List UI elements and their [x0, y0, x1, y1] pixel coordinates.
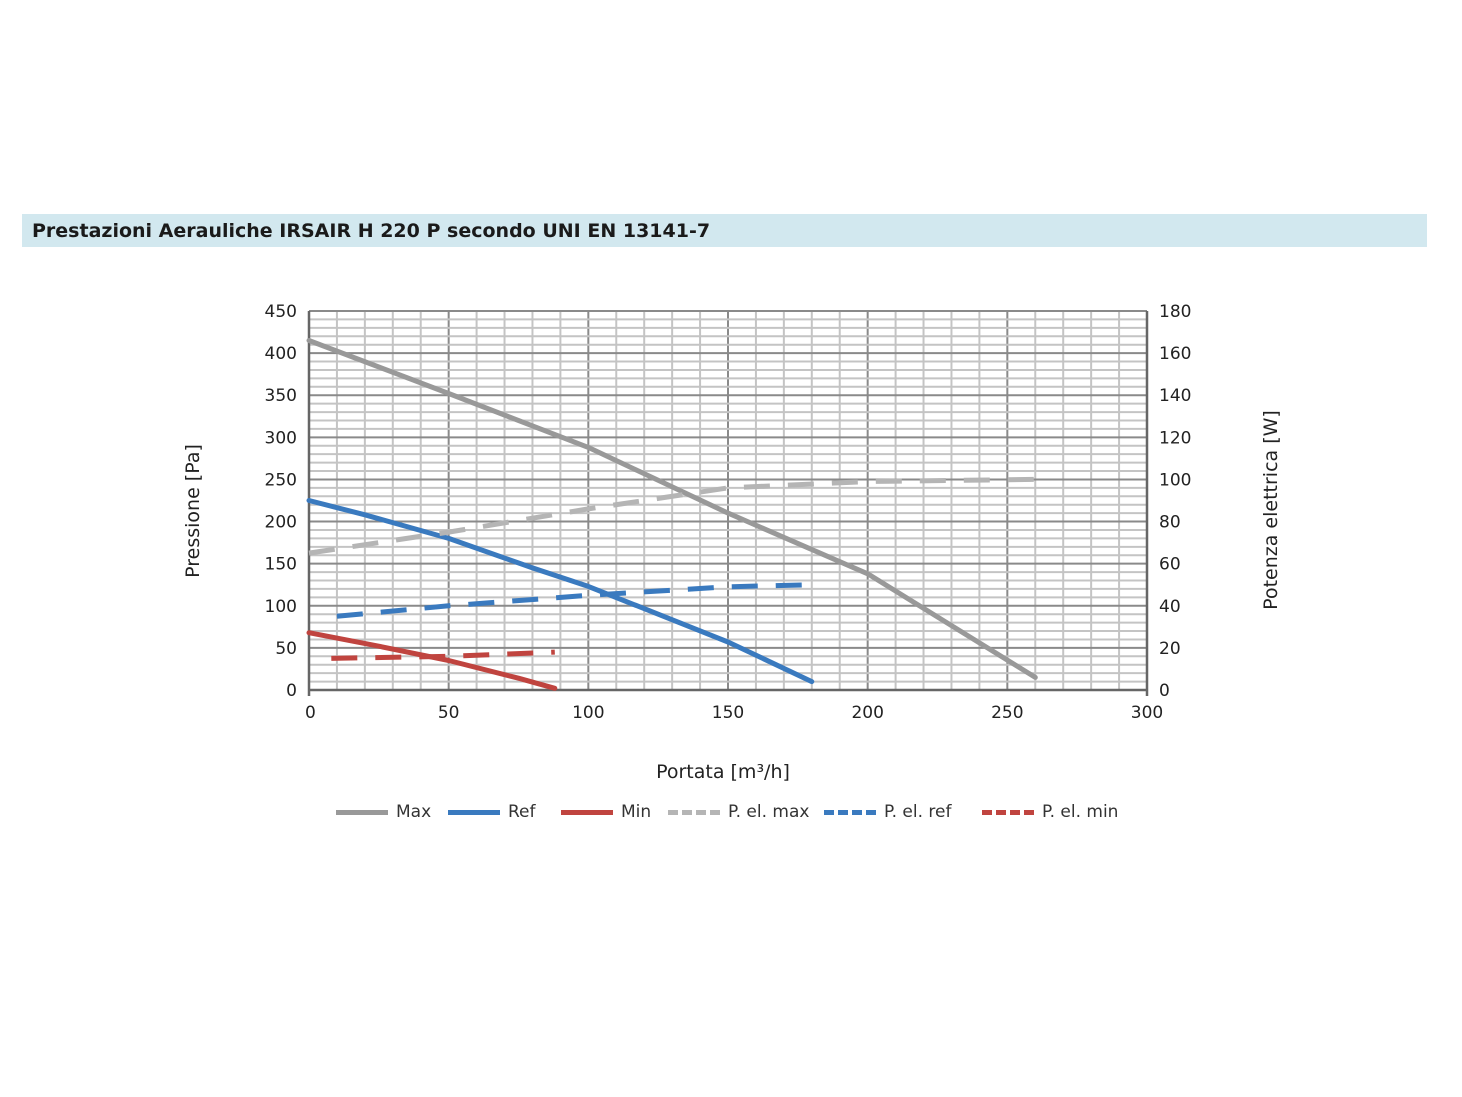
x-tick-label: 50 — [438, 703, 460, 723]
x-tick-label: 300 — [1131, 703, 1163, 723]
legend-item: P. el. ref — [824, 798, 951, 826]
legend-item: Max — [336, 798, 431, 826]
y-tick-label: 150 — [265, 555, 297, 575]
y-tick-label: 200 — [265, 513, 297, 533]
legend-swatch — [448, 809, 500, 815]
y2-tick-label: 20 — [1159, 639, 1181, 659]
legend-item: P. el. max — [668, 798, 809, 826]
x-tick-label: 150 — [712, 703, 744, 723]
y-tick-label: 450 — [265, 302, 297, 322]
legend-swatch — [982, 809, 1034, 815]
y2-tick-label: 0 — [1159, 681, 1170, 701]
x-tick-label: 250 — [991, 703, 1023, 723]
y2-tick-label: 160 — [1159, 344, 1191, 364]
legend-item: Ref — [448, 798, 536, 826]
legend-swatch — [668, 809, 720, 815]
legend-label: P. el. ref — [884, 802, 952, 822]
series-line-p-el-ref — [336, 582, 812, 619]
y2-tick-label: 60 — [1159, 555, 1181, 575]
x-axis-title: Portata [m³/h] — [656, 761, 790, 783]
tick-labels: 0 50 100 150 200 250 300 350 400 450 0 20 40 60 80 100 1… — [265, 302, 1192, 723]
y2-tick-label: 80 — [1159, 513, 1181, 533]
legend-swatch — [561, 809, 613, 815]
y-tick-label: 0 — [286, 681, 297, 701]
y2-tick-label: 40 — [1159, 597, 1181, 617]
legend-label: P. el. min — [1042, 802, 1119, 822]
legend-swatch — [824, 809, 876, 815]
legend-label: Ref — [508, 802, 536, 822]
y-tick-label: 400 — [265, 344, 297, 364]
grid — [307, 310, 1149, 696]
y2-axis-title: Potenza elettrica [W] — [1260, 410, 1282, 610]
legend-label: P. el. max — [728, 802, 810, 822]
legend-item: P. el. min — [982, 798, 1118, 826]
y2-tick-label: 100 — [1159, 470, 1191, 490]
legend-label: Min — [621, 802, 652, 822]
chart-title: Prestazioni Aerauliche IRSAIR H 220 P se… — [32, 220, 711, 242]
series-layer — [306, 338, 1038, 691]
y-tick-label: 50 — [275, 639, 297, 659]
chart-title-bar: Prestazioni Aerauliche IRSAIR H 220 P se… — [22, 214, 1427, 247]
y2-tick-label: 140 — [1159, 386, 1191, 406]
y-tick-label: 350 — [265, 386, 297, 406]
legend-item: Min — [561, 798, 651, 826]
y-tick-label: 300 — [265, 428, 297, 448]
series-line-p-el-max — [308, 476, 1036, 556]
legend-swatch — [336, 809, 388, 815]
series-line-p-el-min — [331, 649, 555, 661]
y2-tick-label: 120 — [1159, 428, 1191, 448]
series-line-ref — [306, 498, 815, 685]
y2-tick-label: 180 — [1159, 302, 1191, 322]
x-tick-label: 200 — [851, 703, 883, 723]
legend-label: Max — [396, 802, 432, 822]
y-tick-label: 100 — [265, 597, 297, 617]
x-tick-label: 100 — [572, 703, 604, 723]
series-line-max — [306, 338, 1038, 680]
y-tick-label: 250 — [265, 470, 297, 490]
y-axis-title: Pressione [Pa] — [182, 444, 204, 578]
x-tick-label: 0 — [305, 703, 316, 723]
legend: Max Ref Min P. el. max P. el. ref P. el. min — [0, 798, 1462, 826]
series-line-min — [306, 630, 558, 691]
